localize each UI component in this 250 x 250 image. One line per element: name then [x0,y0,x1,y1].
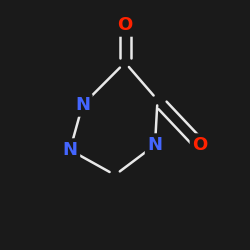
Text: N: N [148,136,162,154]
Text: O: O [192,136,208,154]
Text: N: N [75,96,90,114]
Text: O: O [118,16,132,34]
Text: N: N [62,141,78,159]
